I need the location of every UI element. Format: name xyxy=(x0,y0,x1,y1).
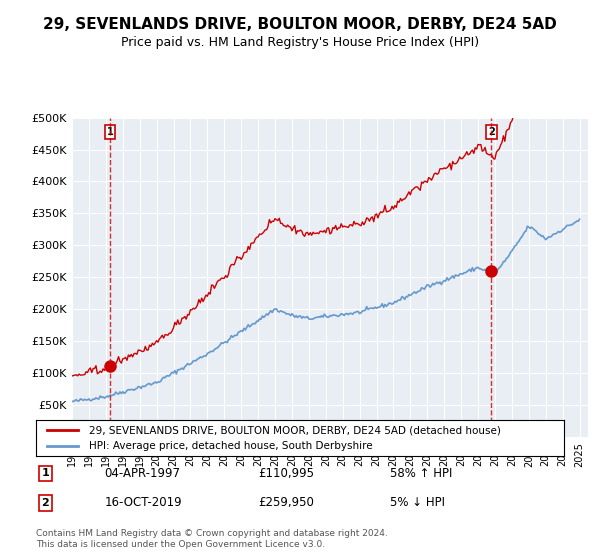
Text: £110,995: £110,995 xyxy=(258,467,314,480)
Text: 1: 1 xyxy=(107,127,113,137)
Text: 16-OCT-2019: 16-OCT-2019 xyxy=(104,497,182,510)
Text: Price paid vs. HM Land Registry's House Price Index (HPI): Price paid vs. HM Land Registry's House … xyxy=(121,36,479,49)
Text: HPI: Average price, detached house, South Derbyshire: HPI: Average price, detached house, Sout… xyxy=(89,441,373,451)
Text: 2: 2 xyxy=(488,127,495,137)
Text: £259,950: £259,950 xyxy=(258,497,314,510)
Text: 58% ↑ HPI: 58% ↑ HPI xyxy=(390,467,452,480)
Text: 1: 1 xyxy=(41,468,49,478)
Text: 29, SEVENLANDS DRIVE, BOULTON MOOR, DERBY, DE24 5AD (detached house): 29, SEVENLANDS DRIVE, BOULTON MOOR, DERB… xyxy=(89,425,500,435)
Text: 04-APR-1997: 04-APR-1997 xyxy=(104,467,181,480)
Text: 2: 2 xyxy=(41,498,49,508)
Text: Contains HM Land Registry data © Crown copyright and database right 2024.
This d: Contains HM Land Registry data © Crown c… xyxy=(36,529,388,549)
Text: 5% ↓ HPI: 5% ↓ HPI xyxy=(390,497,445,510)
Text: 29, SEVENLANDS DRIVE, BOULTON MOOR, DERBY, DE24 5AD: 29, SEVENLANDS DRIVE, BOULTON MOOR, DERB… xyxy=(43,17,557,32)
